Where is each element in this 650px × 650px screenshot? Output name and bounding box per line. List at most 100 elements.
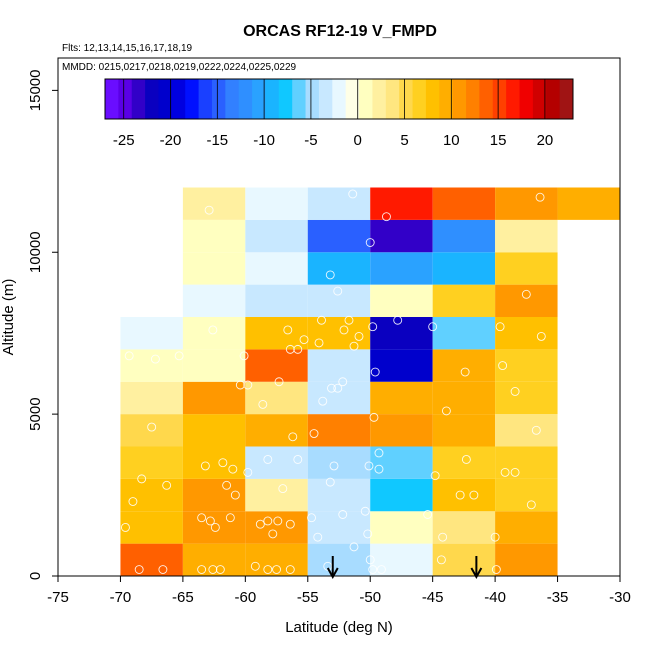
- flight-point: [285, 344, 295, 354]
- heatmap-cell: [495, 414, 558, 447]
- x-tick-label: -50: [359, 589, 381, 606]
- heatmap-cell: [182, 414, 246, 447]
- x-tick-label: -75: [47, 589, 69, 606]
- flight-point: [536, 331, 546, 341]
- heatmap-cell: [120, 478, 183, 512]
- flight-point: [124, 351, 134, 361]
- flight-point: [288, 432, 298, 442]
- heatmap-cell: [557, 187, 620, 220]
- heatmap-cell: [245, 284, 308, 317]
- colorbar-swatch: [466, 79, 480, 119]
- x-tick-label: -65: [172, 589, 194, 606]
- flight-point: [318, 396, 328, 406]
- flight-point: [243, 467, 253, 477]
- plot-area: [57, 57, 621, 580]
- heatmap-cell: [245, 349, 308, 382]
- y-tick-label: 0: [27, 572, 44, 580]
- heatmap-cell: [120, 381, 183, 415]
- heatmap-cell: [495, 284, 558, 317]
- x-tick-label: -30: [609, 589, 631, 606]
- heatmap-cell: [120, 511, 183, 544]
- flight-point: [239, 351, 249, 361]
- flight-point: [354, 331, 364, 341]
- flight-point: [263, 455, 273, 464]
- flight-point: [317, 315, 326, 325]
- heatmap-cell: [245, 446, 308, 479]
- flight-point: [313, 532, 323, 542]
- colorbar-swatch: [399, 79, 413, 119]
- heatmap-cell: [370, 478, 433, 512]
- heatmap-cell: [120, 414, 183, 447]
- heatmap-cell: [182, 511, 246, 544]
- colorbar-swatch: [198, 79, 213, 119]
- colorbar-frame: [104, 78, 574, 120]
- heatmap-cell: [432, 511, 496, 544]
- x-tick-label: -55: [297, 589, 319, 606]
- flight-point: [510, 467, 520, 477]
- dates-annotation: MMDD: 0215,0217,0218,0219,0222,0224,0225…: [62, 62, 297, 73]
- colorbar-swatch: [479, 79, 494, 119]
- flight-point: [365, 555, 375, 565]
- flight-point: [272, 565, 282, 574]
- colorbar-swatch: [546, 79, 561, 119]
- flight-point: [274, 377, 284, 387]
- flight-point: [325, 477, 335, 487]
- heatmap-cell: [370, 219, 433, 253]
- heatmap-cell: [245, 414, 308, 447]
- flight-point: [363, 529, 373, 539]
- flight-point: [368, 565, 378, 574]
- heatmap-cell: [370, 187, 433, 220]
- colorbar-swatch: [345, 79, 360, 119]
- heatmap-cell: [307, 446, 371, 479]
- colorbar-swatch: [131, 79, 146, 119]
- flight-point: [374, 448, 384, 458]
- heatmap-cell: [370, 284, 433, 317]
- heatmap-cell: [120, 349, 183, 382]
- flight-point: [360, 506, 370, 516]
- y-tick-label: 10000: [27, 231, 44, 273]
- flight-point: [349, 341, 359, 351]
- flight-point: [208, 325, 218, 335]
- x-axis-label: Latitude (deg N): [285, 619, 393, 636]
- flight-point: [500, 467, 510, 477]
- flight-point: [137, 474, 147, 484]
- flight-point: [368, 322, 378, 332]
- plot-frame: [57, 57, 621, 577]
- flight-point: [174, 351, 184, 361]
- heatmap-cell: [307, 284, 371, 317]
- heatmap-cell: [432, 543, 496, 576]
- flight-point: [285, 519, 295, 529]
- flight-point: [535, 192, 545, 202]
- flight-point: [377, 565, 386, 574]
- colorbar-swatch: [278, 79, 293, 119]
- colorbar-swatch: [211, 79, 226, 119]
- flight-point: [218, 458, 228, 468]
- flight-point: [526, 500, 536, 510]
- heatmap-cell: [245, 252, 308, 285]
- flight-point: [268, 529, 278, 539]
- heatmap-cell: [182, 446, 246, 479]
- heatmap-cell: [370, 511, 433, 544]
- flight-point: [393, 315, 403, 325]
- flight-point: [490, 532, 500, 542]
- flight-point: [364, 461, 374, 471]
- colorbar-swatch: [185, 79, 199, 119]
- heatmap-cell: [432, 284, 496, 317]
- colorbar-swatch: [118, 79, 133, 119]
- flight-point: [338, 377, 348, 387]
- flight-point: [283, 325, 293, 335]
- flight-point: [228, 464, 238, 474]
- colorbar-swatch: [305, 79, 320, 119]
- flight-point: [299, 335, 309, 345]
- heatmap-cell: [432, 187, 496, 220]
- flight-point: [521, 289, 531, 299]
- flight-point: [348, 189, 358, 199]
- flight-point: [382, 212, 391, 222]
- flight-point: [263, 516, 273, 526]
- arrow-head: [470, 567, 483, 580]
- x-tick-label: -70: [110, 589, 132, 606]
- flight-point: [197, 513, 207, 523]
- flight-point: [333, 383, 343, 393]
- heatmap-cell: [432, 414, 496, 447]
